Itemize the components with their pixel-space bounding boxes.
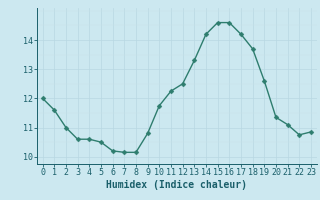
X-axis label: Humidex (Indice chaleur): Humidex (Indice chaleur): [106, 180, 247, 190]
